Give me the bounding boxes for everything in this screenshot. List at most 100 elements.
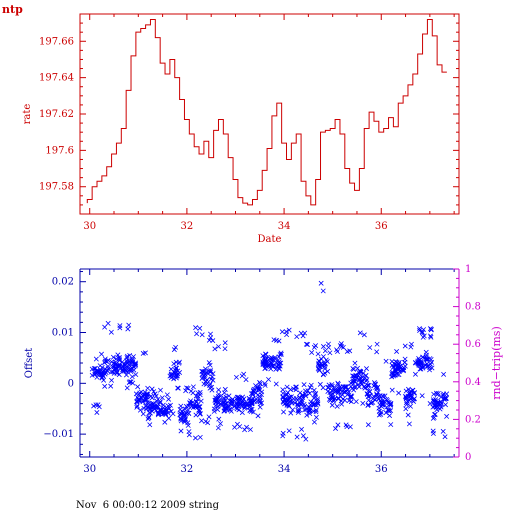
offset-point [343,398,347,402]
offset-point [194,332,198,336]
offset-point [358,331,362,335]
offset-point [145,386,149,390]
offset-point [266,377,270,381]
offset-point [295,334,299,338]
offset-point [94,357,98,361]
offset-point [328,351,332,355]
offset-point [187,433,191,437]
offset-point [235,422,239,426]
offset-point [193,436,197,440]
bottom-y2-axis-title: rnd−trip(ms) [490,326,503,400]
offset-point [169,367,173,371]
offset-point [444,414,448,418]
bottom-y-axis-title: Offset [24,348,35,378]
offset-point [148,423,152,427]
offset-point [216,344,220,348]
offset-point [298,391,302,395]
offset-point [216,388,220,392]
offset-point [406,413,410,417]
offset-point [125,386,129,390]
offset-point [404,389,408,393]
offset-point [211,338,215,342]
offset-point [330,403,334,407]
top-x-tick-label: 32 [181,221,194,232]
offset-point [218,421,222,425]
offset-point [292,396,296,400]
top-plot-frame [80,14,459,214]
offset-point [309,350,313,354]
offset-point [429,357,433,361]
offset-point [384,359,388,363]
offset-point [326,342,330,346]
offset-point [443,403,447,407]
bottom-y2-tick-label: 0.2 [465,414,481,425]
offset-point [165,393,169,397]
bottom-y2-tick-label: 1 [465,264,471,275]
offset-point [325,359,329,363]
offset-point [158,388,162,392]
bottom-y-tick-label: 0 [68,378,74,389]
offset-point [281,431,285,435]
offset-point [304,437,308,441]
offset-point [394,349,398,353]
offset-point [353,361,357,365]
offset-point [135,385,139,389]
offset-point [312,420,316,424]
offset-point [242,428,246,432]
bottom-x-tick-label: 30 [83,464,96,475]
offset-point [194,413,198,417]
offset-point [179,429,183,433]
offset-point [390,388,394,392]
offset-point [367,398,371,402]
offset-point [176,386,180,390]
top-y-tick-label: 197.64 [39,73,74,84]
bottom-y-tick-label: 0.02 [52,277,74,288]
offset-point [420,394,424,398]
offset-point [333,426,337,430]
offset-point [368,345,372,349]
offset-point [366,423,370,427]
bottom-y2-tick-label: 0.8 [465,302,481,313]
offset-point [285,385,289,389]
offset-point [210,388,214,392]
offset-point [302,382,306,386]
offset-point [191,385,195,389]
offset-point [118,326,122,330]
offset-point [299,427,303,431]
offset-point [171,412,175,416]
offset-point [198,326,202,330]
offset-point [127,323,131,327]
offset-point [223,346,227,350]
top-y-tick-label: 197.62 [39,109,74,120]
offset-point [431,431,435,435]
bottom-x-tick-label: 34 [278,464,291,475]
offset-point [193,325,197,329]
offset-point [301,434,305,438]
bottom-y-tick-label: 0.01 [52,328,74,339]
offset-point [355,366,359,370]
offset-point [335,404,339,408]
offset-point [281,410,285,414]
offset-point [407,422,411,426]
offset-point [421,335,425,339]
offset-point [163,420,167,424]
offset-point [274,382,278,386]
top-y-tick-label: 197.58 [39,182,74,193]
offset-point [409,345,413,349]
offset-point [108,384,112,388]
offset-point [354,399,358,403]
offset-point [307,391,311,395]
offset-point [103,384,107,388]
offset-point [403,357,407,361]
offset-point [198,435,202,439]
offset-point [368,390,372,394]
offset-point [160,395,164,399]
offset-point [109,330,113,334]
top-x-axis-title: Date [258,234,282,245]
offset-point [295,435,299,439]
offset-point [172,361,176,365]
offset-point [295,398,299,402]
offset-point [319,357,323,361]
offset-point [240,410,244,414]
